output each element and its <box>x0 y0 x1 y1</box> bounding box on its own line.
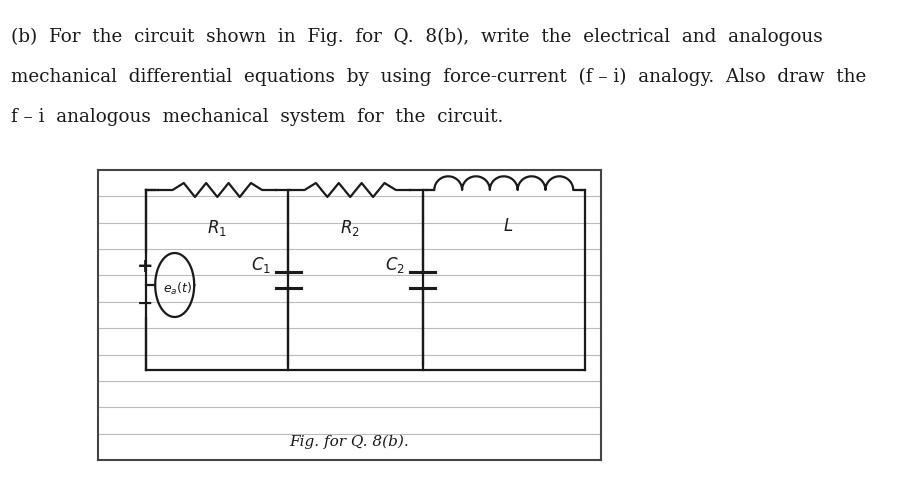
Text: Fig. for Q. 8(b).: Fig. for Q. 8(b). <box>290 435 410 449</box>
Text: $e_a(t)$: $e_a(t)$ <box>163 281 192 297</box>
Text: (b)  For  the  circuit  shown  in  Fig.  for  Q.  8(b),  write  the  electrical : (b) For the circuit shown in Fig. for Q.… <box>12 28 824 46</box>
Text: $C_1$: $C_1$ <box>250 255 271 275</box>
Text: $R_1$: $R_1$ <box>207 218 228 238</box>
Text: $C_2$: $C_2$ <box>385 255 405 275</box>
Text: −: − <box>138 293 154 313</box>
Text: $L$: $L$ <box>503 218 513 235</box>
Text: mechanical  differential  equations  by  using  force-current  (f – i)  analogy.: mechanical differential equations by usi… <box>12 68 867 86</box>
Text: $R_2$: $R_2$ <box>340 218 360 238</box>
Text: +: + <box>137 257 154 277</box>
Text: f – i  analogous  mechanical  system  for  the  circuit.: f – i analogous mechanical system for th… <box>12 108 504 126</box>
